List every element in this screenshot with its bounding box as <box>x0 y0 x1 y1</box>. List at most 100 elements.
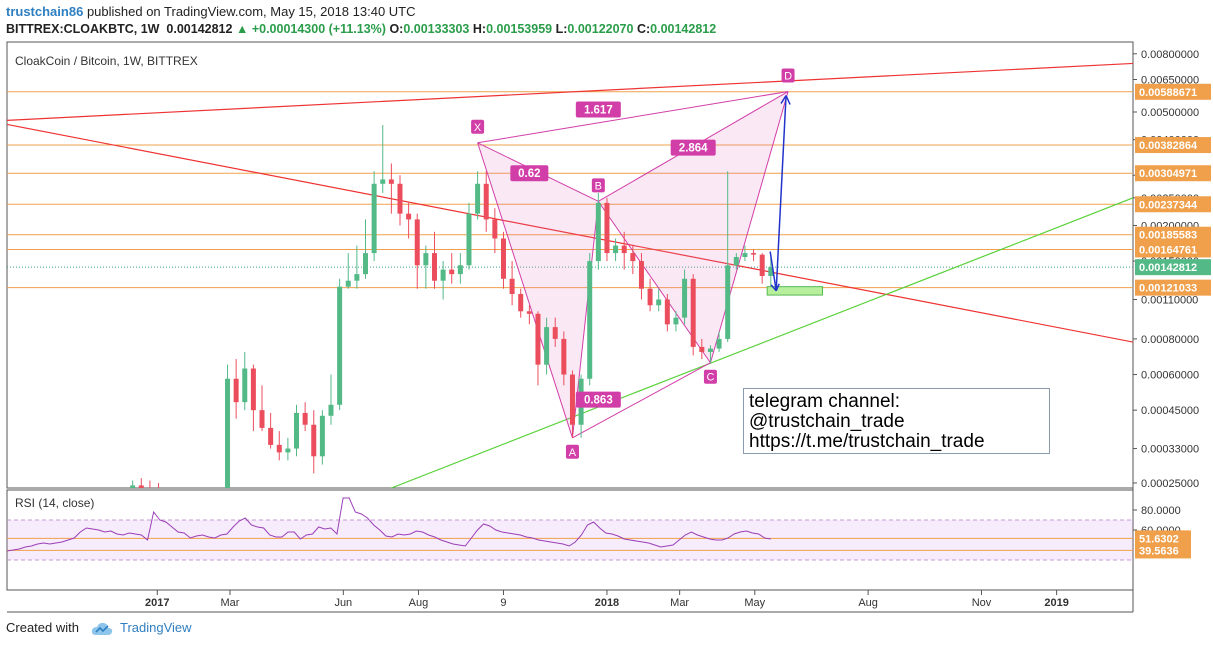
candle <box>535 311 541 386</box>
high-value: 0.00153959 <box>486 22 553 36</box>
candle-body <box>475 183 481 214</box>
price-level-label: 0.00304971 <box>1139 168 1197 180</box>
candle <box>371 171 377 262</box>
xab-triangle <box>477 142 599 438</box>
fib-ratio-label: 0.863 <box>584 395 613 407</box>
price-level-label: 0.00185583 <box>1139 230 1197 242</box>
low-label: L: <box>555 22 568 36</box>
chart-title: CloakCoin / Bitcoin, 1W, BITTREX <box>15 54 198 68</box>
pattern-point-d: D <box>781 68 795 83</box>
candle <box>466 202 472 270</box>
candle-body <box>526 311 532 314</box>
time-tick-label: Mar <box>670 597 689 609</box>
price-level-badge <box>1135 279 1211 296</box>
rsi-level-label: 51.6302 <box>1139 533 1179 545</box>
candle <box>656 288 662 312</box>
candle <box>475 171 481 220</box>
fib-ratio: 0.62 <box>510 165 549 182</box>
candle <box>613 238 619 262</box>
candle-body <box>397 183 403 214</box>
created-with-label: Created with <box>6 620 79 635</box>
price-tick-label: 0.00110000 <box>1141 294 1198 306</box>
price-change: +0.00014300 (+11.13%) <box>251 22 386 36</box>
candle <box>768 257 774 287</box>
annotation-line: https://t.me/trustchain_trade <box>749 431 985 452</box>
price-level-badge <box>1135 226 1211 243</box>
candle <box>337 278 343 411</box>
candle <box>294 404 300 457</box>
fib-ratio-badge <box>510 165 549 182</box>
footer: Created with TradingView <box>6 620 192 636</box>
price-level-label: 0.00237344 <box>1139 199 1198 211</box>
candle <box>725 171 731 343</box>
price-tick-label: 0.00060000 <box>1141 370 1199 382</box>
tradingview-brand[interactable]: TradingView <box>120 620 192 635</box>
chart-header-author: trustchain86 published on TradingView.co… <box>6 4 416 19</box>
candle <box>362 219 368 279</box>
pattern-point-a: A <box>565 444 579 459</box>
last-price: 0.00142812 <box>166 22 233 36</box>
candle-body <box>604 202 610 254</box>
candle-body <box>733 257 739 266</box>
candle-body <box>664 299 670 325</box>
candle-body <box>173 496 178 499</box>
fib-ratio-label: 1.617 <box>584 105 613 117</box>
candle-body <box>509 278 515 294</box>
candle <box>328 374 334 425</box>
candle-body <box>440 269 446 281</box>
candle-body <box>319 415 325 457</box>
price-plot-area <box>7 62 1133 514</box>
pattern-point-label: D <box>784 71 792 83</box>
candle-body <box>191 502 196 505</box>
rsi-title: RSI (14, close) <box>15 496 94 510</box>
candle-body <box>216 505 221 508</box>
candle <box>621 231 627 270</box>
author-name[interactable]: trustchain86 <box>6 4 84 19</box>
price-level-label: 0.00588671 <box>1139 87 1197 99</box>
candle-body <box>630 253 636 262</box>
price-level-badge <box>1135 83 1211 100</box>
candle <box>561 331 567 386</box>
candle <box>759 253 765 284</box>
pattern-point-label: C <box>706 372 714 384</box>
price-level-label: 0.00382864 <box>1139 140 1198 152</box>
annotation-line: telegram channel: <box>749 391 901 412</box>
candle-body <box>449 269 455 275</box>
candle <box>638 253 644 300</box>
rsi-tick-label: 80.0000 <box>1141 505 1181 517</box>
candle <box>397 175 403 226</box>
candle <box>158 482 160 488</box>
candle <box>130 480 136 488</box>
fib-ratio: 2.864 <box>670 139 716 156</box>
candle-body <box>613 245 619 254</box>
pattern-point-label: X <box>474 122 482 134</box>
candle-body <box>647 288 653 306</box>
candle-body <box>182 499 187 502</box>
trendline-support-rising <box>391 197 1133 488</box>
candle <box>319 410 325 465</box>
candle <box>733 253 739 270</box>
last-price-label: 0.00142812 <box>1139 262 1197 274</box>
pattern-point-x: X <box>471 119 485 134</box>
candle <box>630 245 636 275</box>
candle-body <box>492 219 498 239</box>
candle-body <box>457 265 463 275</box>
candle <box>552 317 558 347</box>
candle <box>569 370 575 438</box>
candle-body <box>406 213 412 220</box>
pattern-point-badge <box>591 178 605 193</box>
price-tick-label: 0.00033000 <box>1141 444 1199 456</box>
close-label: C: <box>636 22 651 36</box>
fib-ratio-badge <box>670 139 716 156</box>
candle <box>483 171 489 232</box>
candle-body <box>225 378 231 488</box>
candle <box>208 499 213 514</box>
candle-body <box>518 293 524 312</box>
candle-body <box>233 378 239 403</box>
time-tick-label: 2019 <box>1044 597 1068 609</box>
candle-body <box>759 254 765 276</box>
fib-ratio-badge <box>575 391 621 408</box>
price-level-label: 0.00164761 <box>1139 244 1197 256</box>
candle-body <box>311 424 317 457</box>
